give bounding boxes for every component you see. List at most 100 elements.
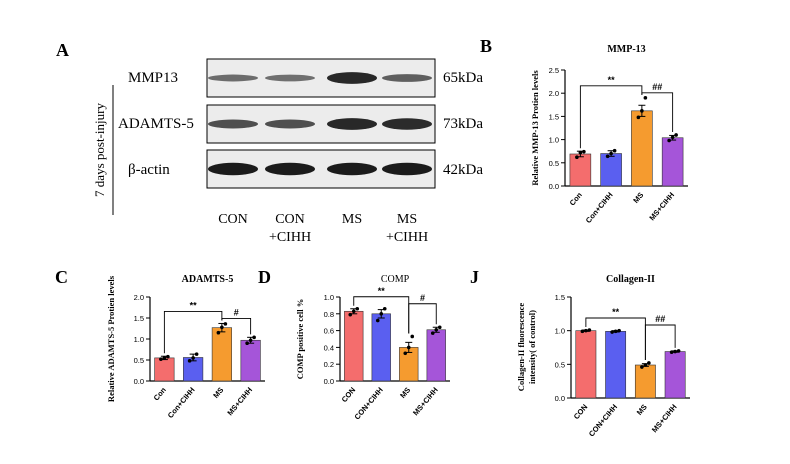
- lane-label-line2: +CIHH: [386, 230, 428, 245]
- y-axis-label: Collagen-II fluorescence: [516, 303, 526, 392]
- data-point: [406, 345, 411, 350]
- y-tick-label: 1.0: [134, 335, 144, 344]
- panel-letter-a: A: [56, 40, 69, 60]
- data-point: [410, 334, 415, 339]
- data-point: [348, 312, 353, 317]
- y-tick-label: 0.6: [324, 327, 334, 336]
- data-point: [667, 138, 671, 143]
- lane-label-line2: +CIHH: [269, 230, 311, 245]
- blot-band: [382, 162, 432, 176]
- panel-letter: B: [480, 36, 492, 56]
- data-point: [676, 349, 681, 353]
- y-tick-label: 0.2: [324, 360, 334, 369]
- significance-label: **: [612, 307, 620, 317]
- blot-kda-label: 42kDa: [443, 162, 483, 178]
- data-point: [643, 363, 648, 367]
- chart-comp: D COMP COMP positive cell % 0.0 0.2 0.4 0.6 0.8…: [258, 267, 450, 421]
- y-tick-label: 1.5: [549, 112, 559, 121]
- significance-bracket: [641, 92, 674, 132]
- x-tick-label: MS+CIHH: [647, 191, 676, 223]
- data-point: [610, 330, 614, 334]
- blot-side-label: 7 days post-injury: [92, 103, 107, 197]
- data-point: [670, 135, 675, 140]
- y-axis-label: COMP positive cell %: [295, 299, 305, 380]
- blot-band: [327, 162, 377, 176]
- significance-bracket: [579, 85, 643, 149]
- x-tick-label: MS: [631, 191, 645, 205]
- y-tick-label: 2.0: [549, 89, 559, 98]
- blot-protein-label: ADAMTS-5: [118, 116, 194, 132]
- data-point: [166, 354, 170, 359]
- data-point: [580, 329, 585, 334]
- data-point: [575, 155, 579, 160]
- y-tick-label: 1.5: [134, 314, 144, 323]
- x-tick-label: MS: [211, 386, 225, 400]
- significance-label: ##: [655, 314, 665, 324]
- x-tick-label: MS+CIHH: [411, 386, 440, 418]
- blot-band: [265, 162, 315, 176]
- data-point: [430, 331, 435, 335]
- bar: [371, 313, 391, 382]
- y-tick-label: 1.5: [555, 293, 565, 302]
- data-point: [437, 325, 442, 330]
- bar: [605, 331, 627, 399]
- data-point: [613, 329, 618, 334]
- data-point: [403, 351, 408, 356]
- lane-label: MS: [342, 212, 362, 227]
- x-tick-label: CON: [572, 403, 590, 422]
- x-tick-label: Con+CIHH: [584, 191, 615, 225]
- blot-band: [382, 118, 432, 130]
- significance-bracket: [644, 324, 676, 360]
- blot-band: [327, 72, 377, 84]
- blot-kda-label: 73kDa: [443, 116, 483, 132]
- data-point: [351, 309, 356, 314]
- bar: [426, 329, 446, 382]
- significance-bracket: [221, 318, 252, 335]
- lane-label: MS: [397, 212, 417, 227]
- data-point: [187, 359, 192, 363]
- x-tick-label: MS: [635, 403, 649, 417]
- y-tick-label: 0.8: [324, 310, 334, 319]
- blot-kda-label: 65kDa: [443, 70, 483, 86]
- chart-collagen2: J Collagen-II Collagen-II fluorescence inte…: [470, 267, 690, 438]
- data-point: [587, 328, 592, 332]
- y-tick-label: 0.0: [134, 377, 144, 386]
- bar: [344, 310, 364, 382]
- data-point: [245, 341, 249, 346]
- y-tick-label: 1.0: [549, 136, 559, 145]
- data-point: [617, 328, 621, 333]
- data-point: [194, 352, 199, 356]
- data-point: [216, 330, 221, 335]
- x-tick-label: Con: [152, 385, 169, 402]
- data-point: [647, 361, 651, 365]
- y-tick-label: 0.4: [324, 343, 334, 352]
- y-tick-label: 0.0: [324, 377, 334, 386]
- chart-title: COMP: [381, 274, 410, 285]
- significance-bracket: [163, 311, 223, 354]
- bar: [240, 339, 261, 382]
- blot-lane-labels: CON CON +CIHH MS MS +CIHH: [218, 212, 428, 245]
- panel-letter: C: [55, 267, 68, 287]
- y-tick-label: 0.5: [134, 356, 144, 365]
- data-point: [162, 356, 167, 360]
- data-point: [223, 322, 228, 326]
- data-point: [379, 312, 384, 316]
- lane-label: CON: [275, 212, 305, 227]
- data-point: [673, 349, 677, 354]
- significance-label: #: [420, 293, 425, 303]
- x-tick-label: CON: [340, 386, 358, 405]
- x-tick-label: MS: [398, 386, 412, 400]
- bar: [664, 351, 686, 399]
- data-point: [248, 338, 253, 343]
- bar: [600, 153, 622, 187]
- blot-band: [265, 74, 315, 82]
- significance-label: **: [378, 286, 386, 296]
- data-point: [612, 148, 617, 153]
- western-blot-panel: A 7 days post-injury MMP13 65kDa ADAMTS-…: [56, 40, 483, 245]
- chart-mmp13: B MMP-13 Relative MMP-13 Protien levels 0.0…: [480, 36, 688, 225]
- blot-protein-label: β-actin: [128, 162, 170, 178]
- y-tick-label: 2.0: [134, 293, 144, 302]
- bar: [211, 327, 232, 382]
- data-point: [578, 150, 583, 155]
